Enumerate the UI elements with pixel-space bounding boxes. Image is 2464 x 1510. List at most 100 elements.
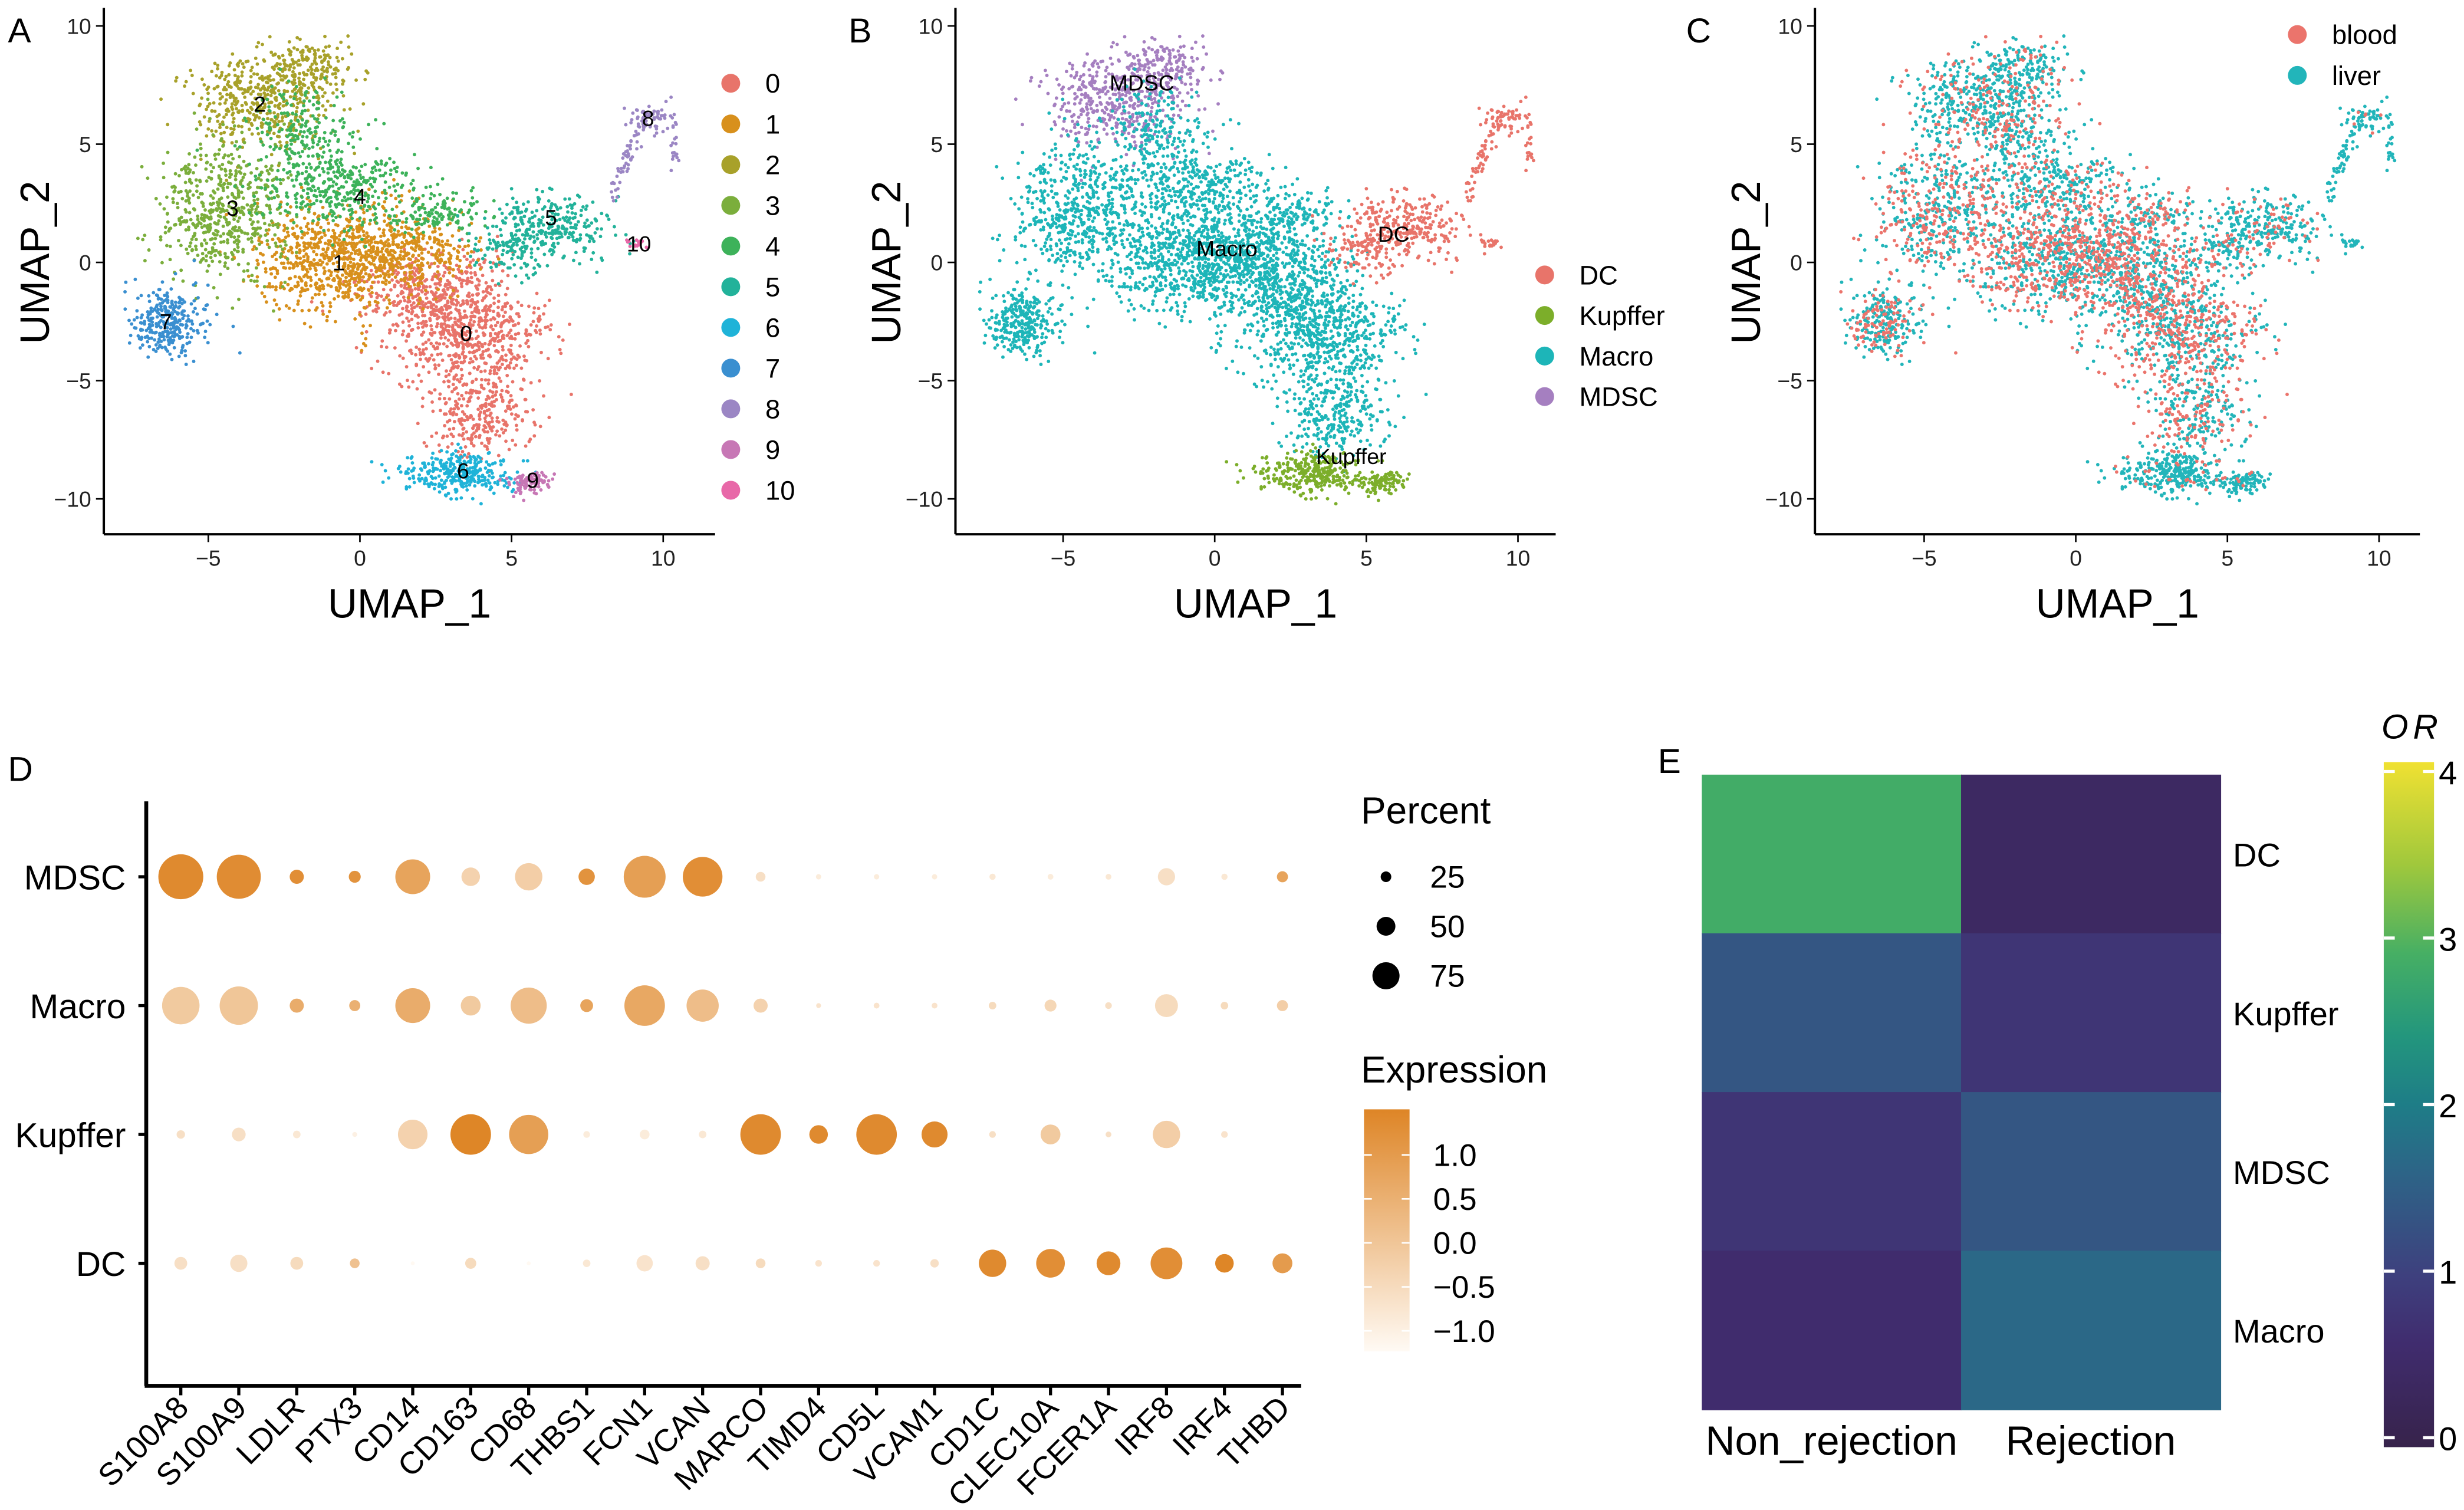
umap-point	[312, 202, 316, 206]
umap-point	[454, 449, 458, 453]
umap-point	[358, 298, 363, 302]
umap-point	[483, 466, 488, 470]
umap-point	[508, 361, 512, 365]
umap-point	[508, 239, 512, 243]
umap-point	[487, 396, 491, 400]
umap-point	[447, 384, 450, 389]
umap-point	[300, 149, 304, 153]
umap-point	[337, 243, 341, 247]
umap-point	[340, 150, 344, 154]
umap-point	[264, 228, 268, 232]
umap-point	[443, 485, 448, 489]
umap-point	[416, 236, 420, 240]
umap-point	[452, 410, 456, 414]
umap-point	[442, 467, 446, 471]
umap-point	[213, 109, 217, 113]
umap-point	[198, 103, 202, 106]
umap-point	[463, 245, 467, 249]
umap-point	[420, 251, 424, 255]
umap-point	[306, 275, 310, 279]
umap-point	[297, 299, 300, 303]
umap-point	[335, 95, 339, 99]
umap-point	[509, 477, 513, 481]
umap-point	[469, 260, 473, 264]
umap-point	[392, 303, 396, 307]
umap-point	[451, 268, 455, 272]
umap-point	[304, 144, 307, 149]
umap-point	[191, 222, 195, 226]
umap-point	[390, 208, 394, 212]
umap-point	[505, 373, 509, 377]
umap-point	[190, 248, 194, 252]
umap-point	[590, 258, 594, 261]
umap-point	[466, 251, 470, 255]
umap-point	[413, 282, 416, 287]
umap-point	[487, 232, 491, 236]
umap-point	[213, 236, 218, 241]
umap-point	[593, 231, 597, 235]
umap-point	[600, 258, 604, 262]
umap-point	[536, 246, 540, 251]
umap-point	[500, 321, 504, 325]
umap-point	[451, 452, 455, 456]
umap-point	[587, 224, 591, 228]
umap-point	[249, 213, 254, 218]
umap-point	[350, 269, 354, 273]
umap-point	[429, 475, 433, 479]
umap-point	[266, 179, 269, 182]
umap-point	[254, 266, 258, 270]
umap-point	[226, 80, 231, 84]
umap-point	[384, 346, 389, 349]
umap-point	[325, 199, 328, 203]
umap-point	[236, 75, 240, 79]
umap-point	[340, 199, 344, 203]
umap-point	[367, 274, 371, 278]
umap-point	[175, 333, 179, 337]
umap-point	[442, 206, 446, 210]
umap-point	[356, 229, 360, 233]
umap-point	[488, 389, 492, 393]
umap-point	[376, 301, 380, 305]
umap-point	[502, 484, 506, 488]
umap-point	[226, 267, 230, 271]
umap-point	[433, 388, 437, 392]
umap-point	[387, 242, 391, 246]
umap-point	[537, 320, 541, 323]
umap-point	[494, 393, 498, 397]
umap-point	[346, 67, 350, 71]
umap-point	[436, 322, 440, 325]
umap-point	[310, 62, 314, 66]
umap-point	[458, 264, 462, 268]
umap-point	[301, 134, 305, 139]
umap-point	[521, 241, 525, 245]
umap-point	[328, 239, 333, 243]
umap-point	[441, 327, 445, 331]
umap-point	[341, 291, 345, 295]
umap-point	[587, 239, 591, 244]
umap-point	[322, 70, 326, 73]
umap-point	[321, 312, 325, 316]
umap-point	[269, 50, 274, 54]
umap-point	[206, 91, 210, 96]
umap-point	[381, 281, 386, 285]
umap-point	[571, 238, 575, 242]
umap-point	[442, 274, 446, 278]
umap-point	[388, 301, 392, 305]
umap-point	[241, 175, 245, 179]
umap-point	[491, 390, 495, 394]
umap-point	[317, 241, 321, 245]
umap-point	[334, 75, 338, 80]
umap-point	[322, 136, 326, 140]
umap-point	[211, 201, 215, 205]
umap-point	[361, 220, 365, 224]
umap-point	[290, 178, 294, 182]
umap-point	[218, 91, 222, 96]
umap-point	[541, 239, 545, 244]
umap-point	[472, 455, 476, 459]
umap-point	[178, 222, 182, 226]
umap-point	[464, 484, 468, 488]
umap-point	[412, 481, 416, 485]
umap-point	[331, 72, 335, 76]
umap-point	[422, 231, 426, 235]
umap-point	[323, 76, 327, 80]
